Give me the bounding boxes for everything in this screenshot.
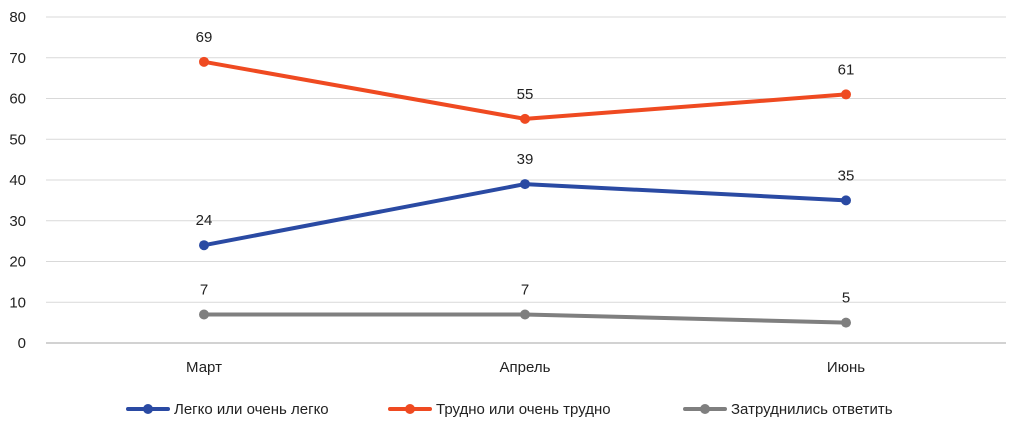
data-label: 7 — [521, 281, 529, 298]
legend-label: Трудно или очень трудно — [436, 401, 611, 418]
y-axis: 0 10 20 30 40 50 60 70 80 — [9, 9, 26, 352]
data-point — [841, 317, 851, 328]
x-axis: Март Апрель Июнь — [186, 359, 865, 376]
y-tick-label: 10 — [9, 294, 26, 311]
series-1: 24 39 35 — [196, 151, 855, 251]
data-label: 39 — [517, 151, 534, 168]
data-point — [199, 240, 209, 251]
x-tick-label: Март — [186, 359, 222, 376]
series-line — [202, 182, 848, 248]
data-point — [841, 89, 851, 100]
data-label: 24 — [196, 212, 213, 229]
y-tick-label: 60 — [9, 91, 26, 108]
legend-swatch-marker — [143, 404, 153, 414]
data-point — [520, 179, 530, 190]
y-tick-label: 40 — [9, 172, 26, 189]
data-point — [520, 113, 530, 124]
y-tick-label: 0 — [18, 335, 26, 352]
y-tick-label: 70 — [9, 50, 26, 67]
data-label: 55 — [517, 86, 534, 103]
data-label: 5 — [842, 290, 850, 307]
data-point — [199, 309, 209, 320]
data-label: 35 — [838, 167, 855, 184]
legend-item: Легко или очень легко — [126, 401, 329, 418]
legend-label: Затруднились ответить — [731, 401, 893, 418]
legend-swatch-marker — [700, 404, 710, 414]
data-point — [520, 309, 530, 320]
data-label: 7 — [200, 281, 208, 298]
series-3: 7 7 5 — [199, 281, 851, 328]
x-tick-label: Апрель — [500, 359, 551, 376]
data-label: 61 — [838, 61, 855, 78]
x-tick-label: Июнь — [827, 359, 865, 376]
y-tick-label: 30 — [9, 213, 26, 230]
data-point — [841, 195, 851, 206]
legend-item: Затруднились ответить — [683, 401, 893, 418]
data-label: 69 — [196, 29, 213, 46]
data-point — [199, 56, 209, 67]
legend-swatch-marker — [405, 404, 415, 414]
legend: Легко или очень легко Трудно или очень тр… — [126, 401, 893, 418]
y-tick-label: 80 — [9, 9, 26, 26]
y-tick-label: 50 — [9, 131, 26, 148]
y-tick-label: 20 — [9, 254, 26, 271]
legend-label: Легко или очень легко — [174, 401, 329, 418]
series-2: 69 55 61 — [196, 29, 855, 124]
legend-item: Трудно или очень трудно — [388, 401, 611, 418]
series-lines: 24 39 35 69 55 61 7 7 5 — [196, 29, 855, 328]
